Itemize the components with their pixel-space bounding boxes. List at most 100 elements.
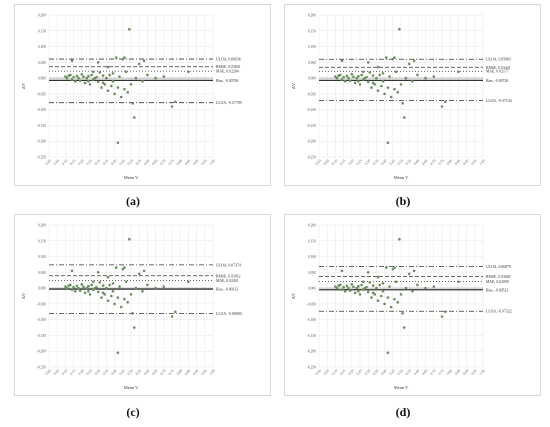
- reference-line-label: Bias, -0.00522: [486, 288, 508, 293]
- data-point: [132, 326, 136, 329]
- x-tick-label: 0.45: [118, 369, 125, 376]
- data-point: [77, 76, 80, 80]
- caption-b: (b): [395, 194, 411, 208]
- data-point: [87, 74, 90, 78]
- data-point: [398, 27, 401, 31]
- x-tick-label: 0.50: [397, 159, 404, 166]
- x-tick-label: 0.40: [380, 369, 387, 376]
- x-tick-label: 0.05: [53, 369, 60, 376]
- data-point: [124, 70, 128, 74]
- data-point: [376, 65, 380, 69]
- data-point: [173, 310, 177, 314]
- data-point: [70, 78, 74, 81]
- data-point: [368, 281, 372, 284]
- data-point: [399, 83, 403, 86]
- data-point: [170, 315, 174, 318]
- x-tick-label: 0.05: [323, 369, 330, 376]
- reference-line-label: ULOA, 0.07374: [216, 263, 241, 268]
- reference-line-label: ULOA, 0.05983: [486, 58, 511, 63]
- data-point: [75, 284, 79, 288]
- data-point: [345, 74, 349, 78]
- x-tick-label: 0.15: [69, 159, 76, 166]
- x-tick-label: 0.65: [421, 369, 428, 376]
- data-point: [383, 302, 386, 306]
- data-point: [69, 73, 72, 77]
- x-tick-label: 0.80: [446, 369, 453, 376]
- data-point: [361, 70, 365, 74]
- data-point: [80, 73, 84, 76]
- x-tick-label: 0.25: [86, 159, 93, 166]
- reference-line-label: MAE, 0.02099: [486, 280, 509, 285]
- x-tick-label: 0.25: [86, 369, 93, 376]
- data-point: [88, 293, 92, 296]
- data-point: [91, 280, 95, 284]
- x-tick-label: 0.25: [356, 369, 363, 376]
- data-point: [96, 271, 100, 274]
- data-point: [348, 289, 352, 292]
- data-point: [360, 283, 363, 287]
- x-axis-label: Mean V: [394, 385, 409, 390]
- reference-line-label: LLOA, -0.08000: [216, 312, 242, 317]
- x-axis-label: Mean V: [124, 175, 139, 180]
- data-point: [116, 141, 120, 145]
- data-point: [394, 70, 398, 74]
- data-point: [388, 285, 391, 288]
- data-point: [73, 79, 77, 83]
- data-point: [357, 289, 360, 293]
- y-tick-label: -0.200: [307, 140, 316, 144]
- data-point: [105, 76, 108, 80]
- x-tick-label: 0.70: [159, 159, 166, 166]
- y-tick-label: 0.050: [308, 61, 316, 65]
- data-point: [407, 62, 411, 66]
- data-point: [373, 293, 377, 296]
- data-point: [123, 87, 126, 91]
- y-tick-label: 0.050: [308, 271, 316, 275]
- x-tick-label: 1.00: [479, 369, 486, 376]
- x-tick-label: 0.60: [143, 159, 150, 166]
- y-tick-label: 0.150: [38, 29, 46, 33]
- data-point: [391, 267, 395, 271]
- data-point: [83, 81, 87, 85]
- data-point: [389, 95, 393, 99]
- data-point: [384, 56, 388, 59]
- y-tick-label: 0.200: [38, 14, 46, 18]
- chart-svg-b: 0.200 0.150 0.100 0.050 0.000 -0.050 -0.100 -0.…: [291, 14, 512, 181]
- y-tick-label: 0.050: [38, 61, 46, 65]
- caption-d: (d): [395, 405, 411, 419]
- x-tick-label: 0.30: [364, 159, 371, 166]
- data-point: [110, 84, 113, 88]
- x-tick-label: 0.90: [192, 159, 199, 166]
- x-tick-label: 0.80: [176, 159, 183, 166]
- data-point: [91, 288, 95, 291]
- y-axis-label: ΔV: [291, 82, 296, 89]
- data-point: [350, 73, 354, 76]
- data-point: [69, 283, 72, 287]
- data-point: [386, 141, 390, 145]
- y-axis-label: ΔV: [291, 292, 296, 299]
- data-point: [106, 65, 110, 69]
- data-point: [343, 289, 347, 293]
- data-point: [352, 75, 355, 79]
- reference-line-label: MAE, 0.02204: [216, 70, 239, 75]
- data-point: [64, 285, 67, 288]
- x-tick-label: 0.35: [102, 369, 109, 376]
- reference-line-label: RMSE, 0.03601: [216, 65, 241, 70]
- data-point: [440, 105, 444, 108]
- data-point: [376, 275, 380, 279]
- data-point: [72, 285, 75, 289]
- data-point: [85, 286, 89, 290]
- data-point: [170, 105, 174, 108]
- data-point: [380, 84, 383, 88]
- data-point: [386, 351, 390, 355]
- data-point: [121, 267, 125, 271]
- data-point: [371, 81, 375, 85]
- data-point: [357, 79, 360, 83]
- y-tick-label: -0.150: [37, 124, 46, 128]
- data-point: [116, 86, 120, 89]
- x-tick-label: 0.55: [405, 159, 412, 166]
- x-tick-label: 0.50: [127, 369, 134, 376]
- data-point: [457, 280, 460, 284]
- data-point: [378, 73, 381, 77]
- x-tick-label: 0.25: [356, 159, 363, 166]
- data-point: [416, 283, 419, 287]
